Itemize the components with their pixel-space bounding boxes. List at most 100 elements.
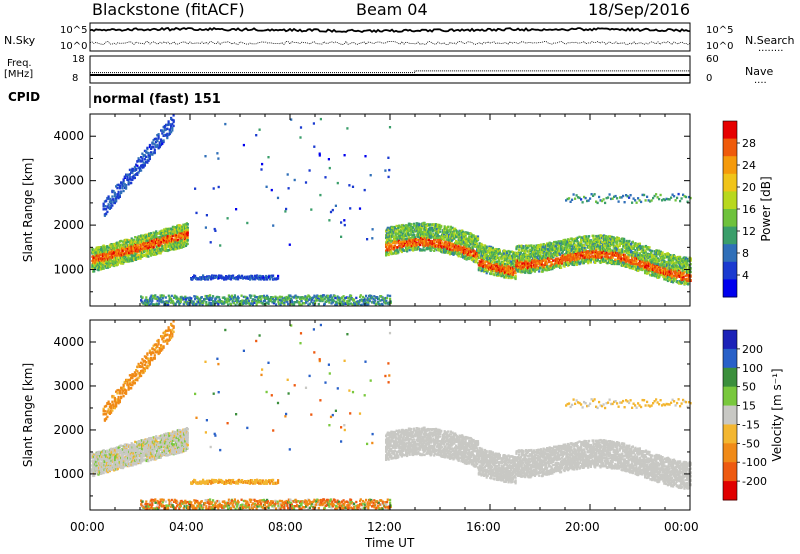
morning-band-cell-power [123, 252, 126, 256]
afternoon-band-cell-power [410, 223, 413, 226]
morning-band-cell-power [101, 254, 104, 258]
afternoon-band-cell-power [490, 272, 493, 276]
morning-band-cell-power [127, 257, 130, 260]
morning-band-cell-power [147, 247, 150, 250]
morning-band-cell-power [113, 264, 116, 268]
near-clutter-cell-power [218, 296, 221, 299]
afternoon-band-cell-power [439, 227, 442, 231]
morning-band-cell-power [93, 270, 96, 273]
afternoon-band-cell-power [412, 226, 415, 229]
near-clutter-cell-power [329, 294, 332, 297]
morning-band-cell-power [92, 260, 95, 264]
near-clutter-cell-power [262, 302, 265, 306]
afternoon-band-cell-power [476, 242, 479, 245]
morning-band-cell-power [122, 260, 125, 264]
morning-band-cell-power [138, 246, 141, 249]
near-clutter-cell-power [298, 301, 301, 304]
morning-band-cell-power [128, 239, 131, 242]
morning-band-cell-power [141, 246, 144, 249]
near-clutter-cell-power [368, 299, 371, 303]
morning-band-cell-power [158, 238, 161, 241]
morning-band-cell-power [169, 242, 172, 245]
near-clutter-cell-power [154, 294, 157, 297]
upper-band-cell-power [162, 139, 165, 142]
morning-band-cell-power [146, 244, 149, 247]
morning-band-cell-power [130, 253, 133, 257]
morning-band-cell-power [125, 252, 128, 255]
morning-band-cell-power [147, 255, 150, 258]
upper-band-cell-power [111, 195, 114, 198]
upper-band-cell-power [157, 135, 160, 138]
morning-band-cell-power [95, 248, 98, 251]
morning-band-cell-power [161, 236, 164, 239]
near-clutter-cell-power [190, 297, 193, 300]
morning-band-cell-power [172, 238, 175, 241]
upper-band-cell-power [115, 199, 118, 202]
morning-band-cell-power [120, 262, 123, 265]
afternoon-band-cell-power [413, 233, 416, 237]
upper-band-cell-power [156, 139, 159, 142]
morning-band-cell-power [160, 238, 163, 242]
mid-patch-cell-power [272, 274, 275, 277]
morning-band-cell-power [155, 236, 158, 239]
near-clutter-cell-power [170, 294, 173, 298]
morning-band-cell-power [175, 234, 178, 237]
near-clutter-cell-power [335, 303, 338, 306]
morning-band-cell-power [102, 248, 105, 251]
morning-band-cell-power [128, 253, 131, 257]
afternoon-band-cell-power [497, 259, 501, 262]
morning-band-cell-power [186, 236, 189, 239]
morning-band-cell-power [147, 238, 150, 241]
upper-band-cell-power [107, 195, 110, 198]
afternoon-band-cell-power [457, 255, 460, 258]
near-clutter-cell-power [200, 296, 203, 299]
near-clutter-cell-power [179, 300, 182, 304]
morning-band-cell-power [174, 233, 177, 236]
morning-band-cell-power [186, 239, 189, 242]
morning-band-cell-power [134, 248, 137, 251]
morning-band-cell-power [171, 241, 174, 244]
near-clutter-cell-power [385, 299, 388, 303]
morning-band-cell-power [117, 244, 120, 247]
morning-band-cell-power [121, 260, 124, 263]
mid-patch-cell-power [277, 277, 280, 280]
morning-band-cell-power [168, 232, 171, 235]
upper-band-cell-power [167, 120, 170, 123]
morning-band-cell-power [99, 263, 102, 266]
near-clutter-cell-power [353, 298, 356, 301]
morning-band-cell-power [155, 230, 158, 233]
upper-band-cell-power [116, 186, 119, 190]
morning-band-cell-power [92, 259, 95, 262]
near-clutter-cell-power [328, 301, 331, 304]
morning-band-cell-power [151, 250, 154, 254]
morning-band-cell-power [148, 236, 151, 240]
morning-band-cell-power [109, 244, 112, 248]
morning-band-cell-power [94, 258, 97, 261]
near-clutter-cell-power [250, 294, 253, 297]
upper-band-cell-power [125, 187, 128, 190]
upper-band-cell-power [166, 136, 169, 140]
morning-band-cell-power [150, 252, 153, 255]
afternoon-band-cell-power [420, 228, 423, 231]
afternoon-band-cell-power [408, 248, 411, 252]
morning-band-cell-power [113, 256, 116, 259]
near-clutter-cell-power [359, 294, 362, 297]
near-clutter-cell-power [293, 303, 296, 306]
upper-band-cell-power [140, 169, 143, 172]
morning-band-cell-power [99, 252, 102, 255]
morning-band-cell-power [134, 236, 137, 239]
morning-band-cell-power [118, 248, 121, 252]
morning-band-cell-power [149, 238, 153, 241]
morning-band-cell-power [113, 242, 116, 246]
morning-band-cell-power [150, 239, 153, 243]
afternoon-band-cell-power [447, 225, 450, 228]
upper-band-cell-power [131, 171, 134, 174]
morning-band-cell-power [138, 241, 141, 244]
upper-band-cell-power [121, 187, 124, 190]
morning-band-cell-power [142, 239, 145, 243]
upper-band-cell-power [145, 155, 148, 158]
upper-band-cell-power [105, 208, 108, 211]
near-clutter-cell-power [145, 296, 148, 299]
morning-band-cell-power [149, 232, 153, 235]
morning-band-cell-power [120, 239, 123, 243]
